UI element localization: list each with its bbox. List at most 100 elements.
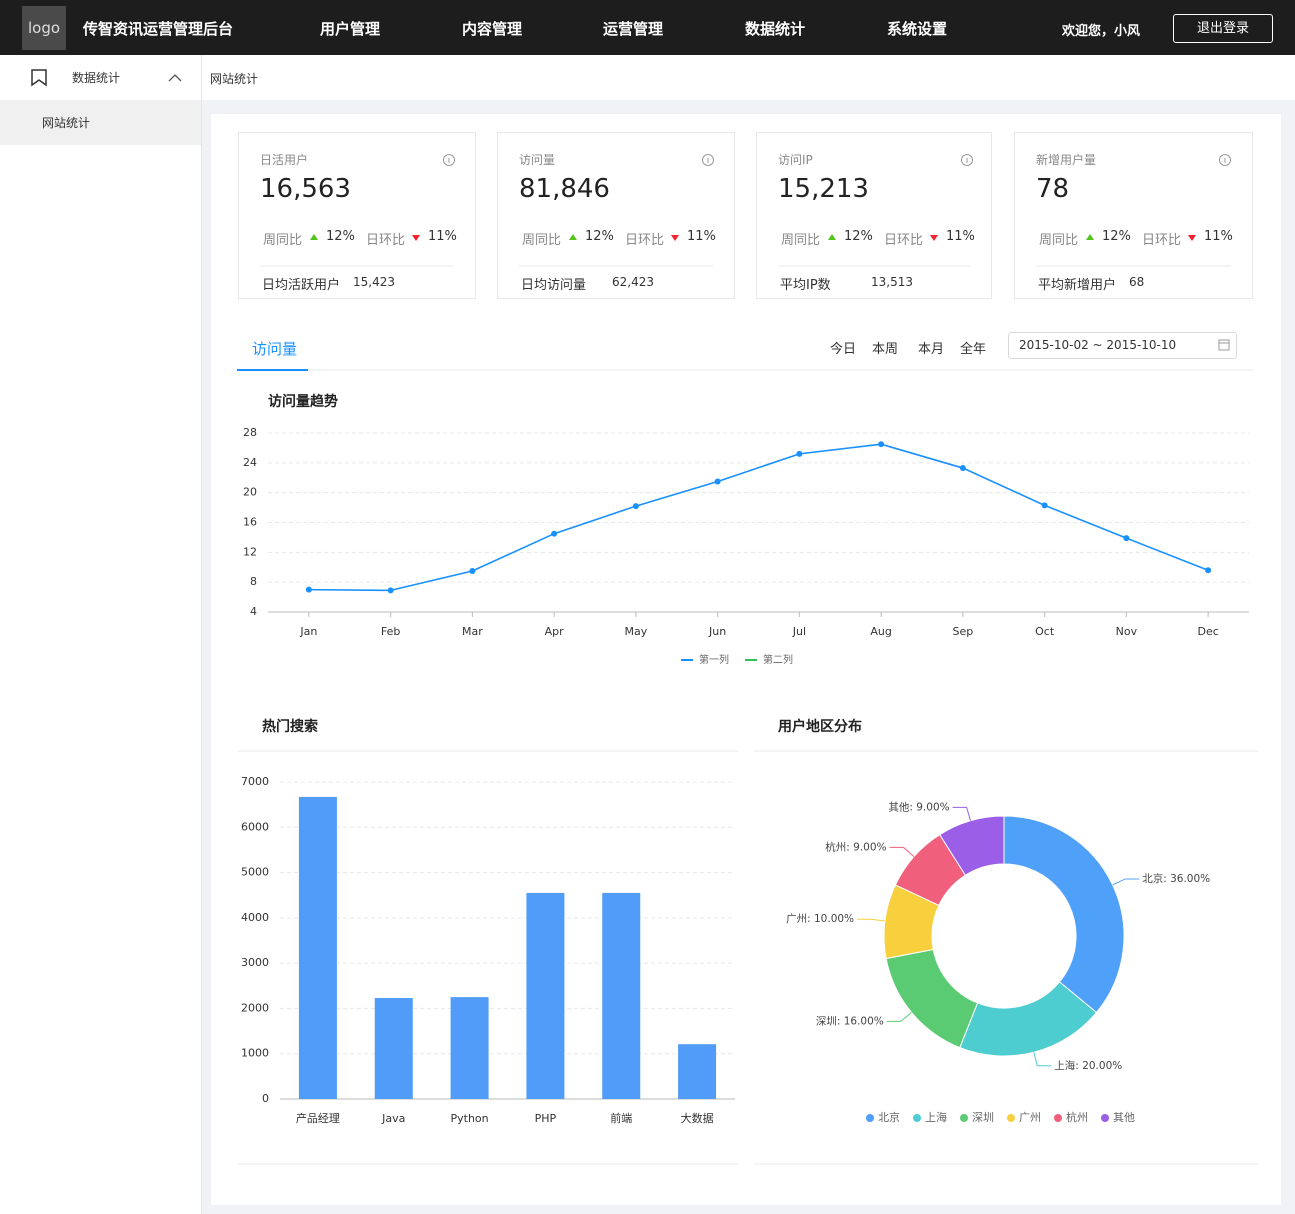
bar <box>374 998 413 1099</box>
footer-label: 日均活跃用户 <box>262 278 341 293</box>
data-point <box>714 478 721 485</box>
bar <box>450 997 489 1099</box>
tab-active[interactable]: 访问量 <box>252 340 298 358</box>
chart-title: 访问量趋势 <box>268 393 338 410</box>
breadcrumb-bar <box>202 55 1295 100</box>
footer-label: 日均访问量 <box>521 278 587 293</box>
label-line <box>886 1012 912 1022</box>
y-tick-label: 12 <box>243 545 257 558</box>
up-arrow <box>1086 234 1094 240</box>
legend-swatch <box>866 1114 874 1122</box>
card-value: 15,213 <box>778 174 869 204</box>
bookmark-icon <box>31 69 47 87</box>
footer-value: 15,423 <box>353 275 395 289</box>
nav-item[interactable]: 运营管理 <box>602 20 663 38</box>
label-line <box>952 806 972 821</box>
range-option[interactable]: 全年 <box>959 342 986 357</box>
week-value: 12% <box>844 229 873 244</box>
x-tick-label: PHP <box>535 1112 557 1125</box>
card-value: 81,846 <box>519 174 610 204</box>
y-tick-label: 20 <box>243 486 257 499</box>
card-value: 16,563 <box>260 174 351 204</box>
y-tick-label: 6000 <box>241 820 269 833</box>
down-arrow <box>412 235 420 241</box>
footer-value: 62,423 <box>612 275 654 289</box>
up-arrow <box>828 234 836 240</box>
data-point <box>469 567 476 574</box>
nav-item[interactable]: 数据统计 <box>744 20 805 38</box>
stat-card <box>497 132 735 299</box>
data-point <box>878 441 885 448</box>
y-tick-label: 4 <box>250 605 257 618</box>
x-tick-label: Java <box>381 1112 405 1125</box>
chart-title: 热门搜索 <box>262 718 318 735</box>
range-option[interactable]: 本周 <box>871 342 898 357</box>
sidebar-active-bg <box>0 100 201 145</box>
day-value: 11% <box>946 229 975 244</box>
range-option[interactable]: 今日 <box>829 342 856 357</box>
info-icon <box>702 154 714 166</box>
day-label: 日环比 <box>884 233 924 248</box>
y-tick-label: 16 <box>243 516 257 529</box>
pie-slice <box>939 815 1005 876</box>
week-value: 12% <box>585 229 614 244</box>
x-tick-label: Python <box>451 1112 489 1125</box>
y-tick-label: 5000 <box>241 866 269 879</box>
legend-label: 广州 <box>1019 1111 1041 1124</box>
bar <box>526 892 565 1099</box>
calendar-icon <box>1218 339 1230 351</box>
bar <box>602 892 641 1099</box>
down-arrow <box>1188 235 1196 241</box>
sidebar-submenu[interactable]: 网站统计 <box>42 116 91 130</box>
bar <box>678 1044 717 1099</box>
y-tick-label: 24 <box>243 456 257 469</box>
x-tick-label: Nov <box>1116 625 1138 638</box>
legend-label: 杭州 <box>1066 1110 1088 1124</box>
data-point <box>632 503 639 510</box>
data-point <box>959 465 966 472</box>
card-label: 日活用户 <box>260 153 309 167</box>
y-tick-label: 0 <box>262 1092 269 1105</box>
down-arrow <box>930 235 938 241</box>
legend-swatch <box>960 1114 968 1122</box>
week-value: 12% <box>326 229 355 244</box>
info-icon <box>443 154 455 166</box>
label-line <box>889 846 915 858</box>
week-label: 周同比 <box>1039 233 1079 248</box>
sidebar-menu[interactable]: 数据统计 <box>72 71 121 85</box>
y-tick-label: 28 <box>243 426 257 439</box>
logout-button[interactable]: 退出登录 <box>1173 14 1273 43</box>
data-point <box>387 587 394 594</box>
legend-label: 第一列 <box>699 653 729 666</box>
week-label: 周同比 <box>263 233 303 248</box>
nav-item[interactable]: 内容管理 <box>461 20 522 38</box>
pie-slice <box>885 948 979 1049</box>
footer-value: 68 <box>1129 275 1145 289</box>
data-point <box>551 530 558 537</box>
nav-item[interactable]: 用户管理 <box>319 20 380 38</box>
y-tick-label: 3000 <box>241 956 269 969</box>
date-picker[interactable] <box>1008 332 1237 359</box>
card-label: 新增用户量 <box>1036 153 1097 167</box>
legend-label: 其他 <box>1113 1111 1135 1124</box>
x-tick-label: Jan <box>299 625 317 638</box>
footer-label: 平均新增用户 <box>1038 278 1117 293</box>
legend-label: 上海 <box>925 1110 947 1124</box>
date-range: 2015-10-02 ~ 2015-10-10 <box>1019 338 1177 352</box>
x-tick-label: Aug <box>870 625 891 638</box>
legend-label: 深圳 <box>972 1111 994 1124</box>
data-point <box>305 586 312 593</box>
series-line <box>308 443 1209 592</box>
slice-label: 其他: 9.00% <box>888 800 949 813</box>
card-label: 访问量 <box>519 153 556 167</box>
day-value: 11% <box>1204 229 1233 244</box>
y-tick-label: 7000 <box>241 775 269 788</box>
week-value: 12% <box>1102 229 1131 244</box>
x-tick-label: 大数据 <box>681 1111 714 1125</box>
footer-value: 13,513 <box>871 275 913 289</box>
nav-item[interactable]: 系统设置 <box>886 20 947 38</box>
slice-label: 深圳: 16.00% <box>816 1015 884 1027</box>
welcome: 欢迎您，小风 <box>1062 24 1141 39</box>
stat-card <box>238 132 476 299</box>
range-option[interactable]: 本月 <box>917 342 944 357</box>
